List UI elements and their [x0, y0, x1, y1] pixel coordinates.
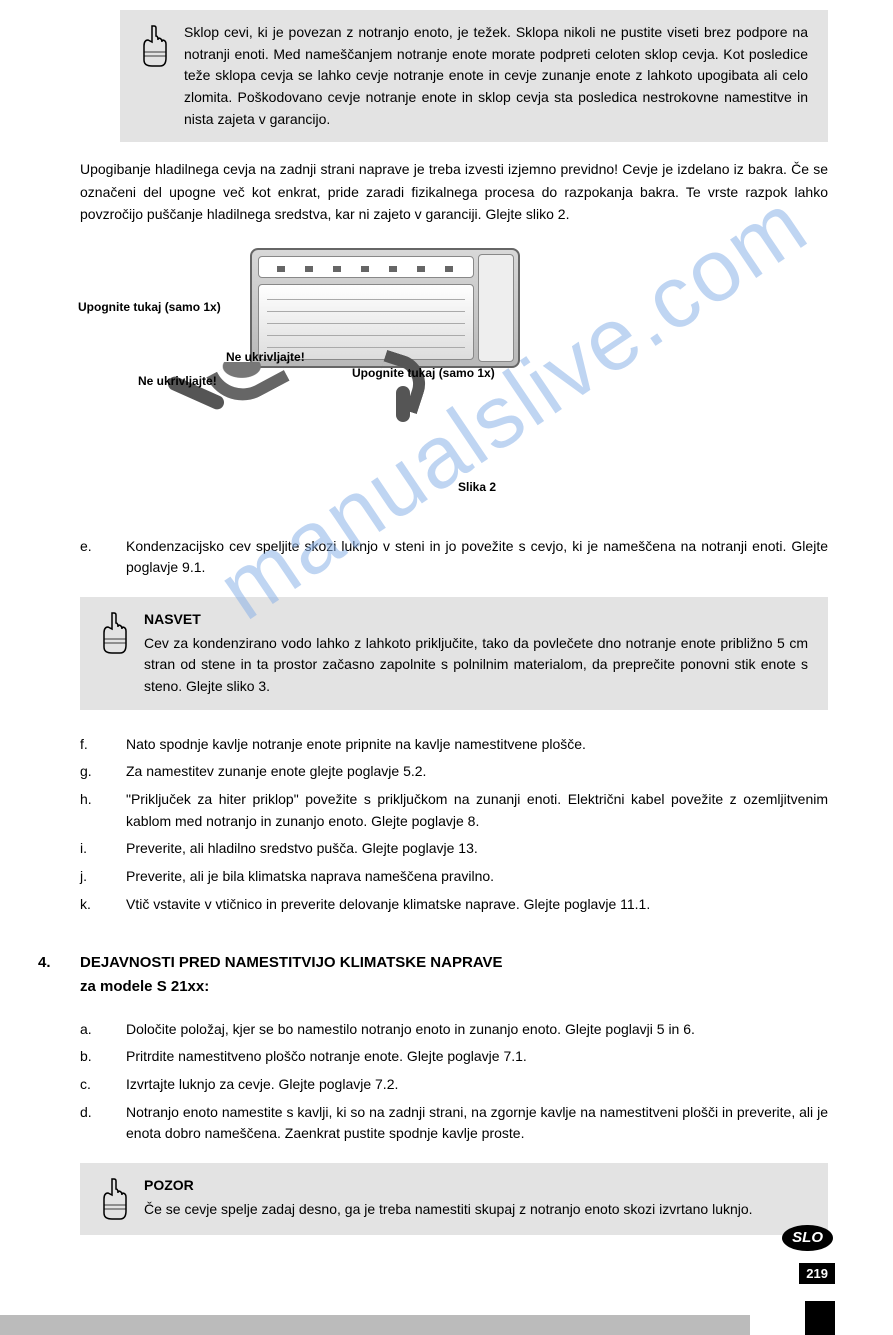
fig-label-bend-right: Upognite tukaj	[352, 366, 435, 380]
tip-text: Cev za kondenzirano vodo lahko z lahkoto…	[144, 633, 808, 698]
section-title: DEJAVNOSTI PRED NAMESTITVIJO KLIMATSKE N…	[80, 952, 503, 975]
fig-label-1x-right: (samo 1x)	[439, 366, 495, 380]
figure-caption: Slika 2	[80, 478, 828, 496]
list-text: Izvrtajte luknjo za cevje. Glejte poglav…	[126, 1074, 828, 1096]
pointing-hand-icon	[98, 1175, 130, 1223]
list-letter: j.	[80, 866, 126, 888]
list-text: Notranjo enoto namestite s kavlji, ki so…	[126, 1102, 828, 1145]
tip-box: NASVET Cev za kondenzirano vodo lahko z …	[80, 597, 828, 710]
tip-title: NASVET	[144, 609, 808, 631]
list-text: "Priključek za hiter priklop" povežite s…	[126, 789, 828, 832]
pointing-hand-icon	[138, 22, 170, 70]
list-text: Za namestitev zunanje enote glejte pogla…	[126, 761, 828, 783]
list-text-e: Kondenzacijsko cev speljite skozi luknjo…	[126, 536, 828, 579]
attention-title: POZOR	[144, 1175, 808, 1197]
list-letter: d.	[80, 1102, 126, 1145]
list-text: Določite položaj, kjer se bo namestilo n…	[126, 1019, 828, 1041]
pointing-hand-icon	[98, 609, 130, 657]
paragraph-1: Upogibanje hladilnega cevja na zadnji st…	[80, 158, 828, 225]
list-letter: i.	[80, 838, 126, 860]
warning-text-1: Sklop cevi, ki je povezan z notranjo eno…	[184, 22, 808, 130]
list-letter: a.	[80, 1019, 126, 1041]
list-text: Preverite, ali je bila klimatska naprava…	[126, 866, 828, 888]
page-footer: SLO 219	[0, 1275, 893, 1335]
list-letter: c.	[80, 1074, 126, 1096]
list-letter: f.	[80, 734, 126, 756]
attention-box: POZOR Če se cevje spelje zadaj desno, ga…	[80, 1163, 828, 1235]
list-text: Vtič vstavite v vtičnico in preverite de…	[126, 894, 828, 916]
warning-box-1: Sklop cevi, ki je povezan z notranjo eno…	[120, 10, 828, 142]
section-subtitle: za modele S 21xx:	[80, 976, 503, 999]
list-text: Nato spodnje kavlje notranje enote pripn…	[126, 734, 828, 756]
list-text: Preverite, ali hladilno sredstvo pušča. …	[126, 838, 828, 860]
fig-label-bend-left: Upognite tukaj	[78, 300, 161, 314]
list-letter: k.	[80, 894, 126, 916]
language-badge: SLO	[782, 1225, 833, 1252]
fig-label-1x-left: (samo 1x)	[165, 300, 221, 314]
page-number: 219	[799, 1263, 835, 1285]
list-text: Pritrdite namestitveno ploščo notranje e…	[126, 1046, 828, 1068]
fig-label-dont-bend-1: Ne ukrivljajte!	[226, 350, 305, 364]
fig-label-dont-bend-2: Ne ukrivljajte!	[138, 374, 217, 388]
list-letter: h.	[80, 789, 126, 832]
list-letter: b.	[80, 1046, 126, 1068]
list-letter-e: e.	[80, 536, 126, 579]
attention-text: Če se cevje spelje zadaj desno, ga je tr…	[144, 1199, 808, 1221]
figure-2: Upognite tukaj (samo 1x) Ne ukrivljajte!…	[80, 240, 540, 470]
section-number: 4.	[38, 952, 80, 999]
list-letter: g.	[80, 761, 126, 783]
